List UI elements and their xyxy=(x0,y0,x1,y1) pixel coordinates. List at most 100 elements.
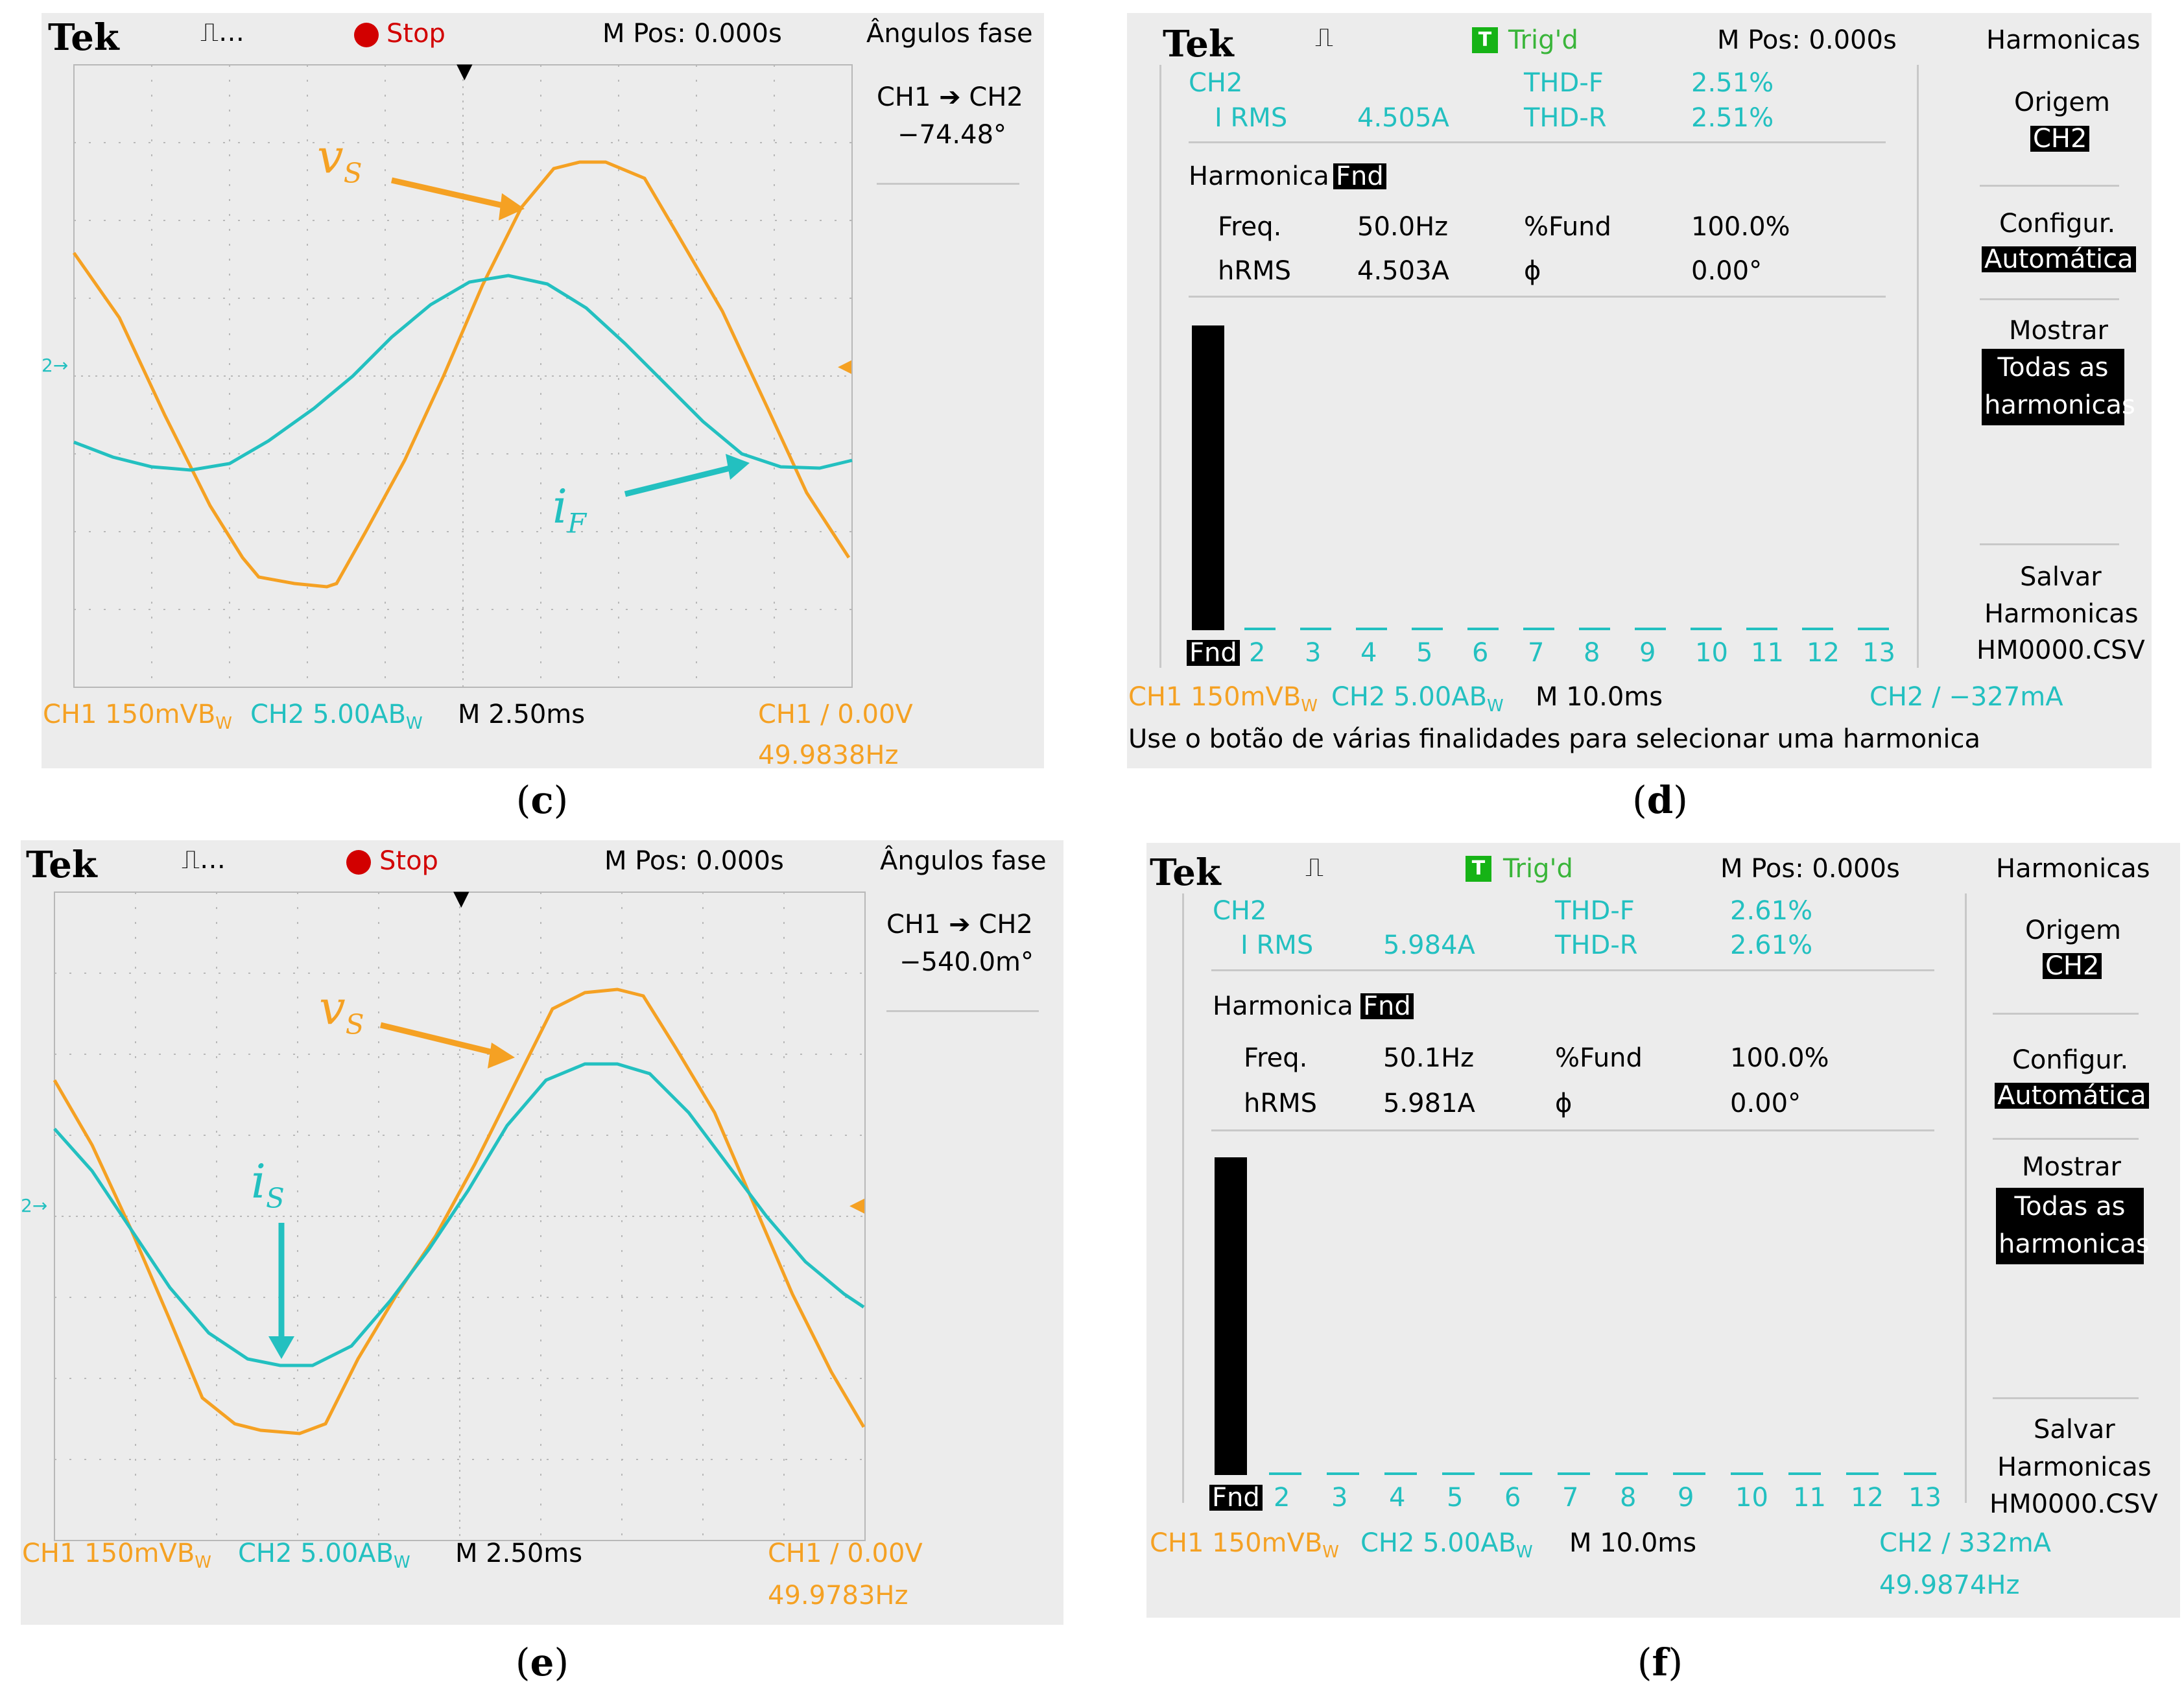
menu-salvar-2[interactable]: Harmonicas xyxy=(1984,599,2139,629)
harmonic-label-7[interactable]: 7 xyxy=(1528,638,1545,668)
harmonic-label-9[interactable]: 9 xyxy=(1639,638,1656,668)
menu-mostrar-value[interactable]: Todas as harmonicas xyxy=(1982,349,2135,425)
harmonic-label-9[interactable]: 9 xyxy=(1678,1483,1694,1513)
menu-separator xyxy=(1993,1013,2139,1015)
menu-config[interactable]: Configur. xyxy=(1999,209,2116,239)
trigger-setting: CH2 ∕ 332mA xyxy=(1879,1528,2052,1558)
waveform-display: ▼ xyxy=(72,58,853,688)
harmonic-bar-4[interactable] xyxy=(1356,628,1387,630)
harmonic-bar-2[interactable] xyxy=(1244,628,1276,630)
harmonic-label-2[interactable]: 2 xyxy=(1274,1483,1290,1513)
harmonic-bar-3[interactable] xyxy=(1327,1472,1359,1475)
thdr-value: 2.51% xyxy=(1691,103,1774,133)
harmonic-label-6[interactable]: 6 xyxy=(1472,638,1489,668)
harmonic-label-4[interactable]: 4 xyxy=(1360,638,1377,668)
harmonica-selected[interactable]: Fnd xyxy=(1333,163,1386,189)
harmonic-bar-Fnd[interactable] xyxy=(1192,325,1224,630)
harmonic-label-12[interactable]: 12 xyxy=(1807,638,1840,668)
harmonic-bar-8[interactable] xyxy=(1579,628,1610,630)
harmonic-label-13[interactable]: 13 xyxy=(1862,638,1895,668)
screen-border-right xyxy=(1965,893,1967,1503)
harmonic-label-11[interactable]: 11 xyxy=(1751,638,1784,668)
phi-label: ϕ xyxy=(1524,256,1541,286)
harmonic-bar-10[interactable] xyxy=(1731,1472,1763,1475)
menu-title[interactable]: Harmonicas xyxy=(1986,25,2141,55)
harmonic-label-5[interactable]: 5 xyxy=(1447,1483,1464,1513)
menu-mostrar[interactable]: Mostrar xyxy=(2009,316,2108,346)
menu-title[interactable]: Harmonicas xyxy=(1996,854,2150,884)
harmonic-label-Fnd[interactable]: Fnd xyxy=(1209,1485,1263,1511)
harmonic-label-5[interactable]: 5 xyxy=(1416,638,1433,668)
harmonic-label-10[interactable]: 10 xyxy=(1695,638,1728,668)
harmonic-bar-5[interactable] xyxy=(1412,628,1443,630)
harmonic-bar-12[interactable] xyxy=(1846,1472,1879,1475)
menu-config-value[interactable]: Automática xyxy=(1982,246,2136,272)
vs-arrow xyxy=(379,1022,502,1057)
menu-title[interactable]: Ângulos fase xyxy=(866,19,1033,49)
harmonic-chart: Fnd 2 3 4 5 6 7 8 9 10 11 12 13 xyxy=(1146,843,2180,1618)
ch1-ground-marker: ◀ xyxy=(838,355,853,377)
menu-salvar[interactable]: Salvar xyxy=(2020,562,2102,592)
harmonic-label-10[interactable]: 10 xyxy=(1735,1483,1768,1513)
timebase: M 10.0ms xyxy=(1536,682,1663,712)
harmonic-bar-4[interactable] xyxy=(1384,1472,1417,1475)
harmonic-bar-3[interactable] xyxy=(1300,628,1331,630)
harmonic-bar-5[interactable] xyxy=(1442,1472,1475,1475)
harmonic-bar-6[interactable] xyxy=(1500,1472,1532,1475)
harmonic-label-12[interactable]: 12 xyxy=(1851,1483,1884,1513)
harmonic-bar-Fnd[interactable] xyxy=(1215,1157,1247,1475)
if-arrowhead xyxy=(726,454,750,480)
menu-origem-value[interactable]: CH2 xyxy=(2043,953,2102,979)
harmonic-bar-9[interactable] xyxy=(1635,628,1666,630)
menu-separator xyxy=(886,1010,1039,1012)
harmonic-label-4[interactable]: 4 xyxy=(1389,1483,1406,1513)
harmonic-label-Fnd[interactable]: Fnd xyxy=(1187,640,1240,666)
harmonic-label-11[interactable]: 11 xyxy=(1793,1483,1826,1513)
vs-arrowhead xyxy=(499,193,525,220)
menu-config-value[interactable]: Automática xyxy=(1995,1083,2149,1109)
menu-mostrar-value[interactable]: Todas as harmonicas xyxy=(1996,1188,2150,1264)
harmonic-bar-8[interactable] xyxy=(1615,1472,1648,1475)
harmonic-label-3[interactable]: 3 xyxy=(1331,1483,1348,1513)
harmonic-bar-13[interactable] xyxy=(1904,1472,1936,1475)
menu-origem[interactable]: Origem xyxy=(2014,88,2111,117)
harmonic-label-2[interactable]: 2 xyxy=(1249,638,1266,668)
harmonic-bar-11[interactable] xyxy=(1788,1472,1821,1475)
harmonic-label-6[interactable]: 6 xyxy=(1504,1483,1521,1513)
is-arrowhead xyxy=(268,1336,294,1359)
harmonic-bar-7[interactable] xyxy=(1523,628,1554,630)
menu-title[interactable]: Ângulos fase xyxy=(880,846,1047,876)
harmonic-bar-11[interactable] xyxy=(1746,628,1777,630)
menu-mostrar[interactable]: Mostrar xyxy=(2022,1152,2121,1182)
harmonic-label-3[interactable]: 3 xyxy=(1305,638,1322,668)
stop-icon xyxy=(346,850,371,875)
harmonic-label-8[interactable]: 8 xyxy=(1584,638,1600,668)
harmonic-bar-6[interactable] xyxy=(1467,628,1499,630)
harmonic-bar-13[interactable] xyxy=(1858,628,1889,630)
frequency-readout: 49.9838Hz xyxy=(758,740,899,768)
harmonic-label-13[interactable]: 13 xyxy=(1908,1483,1941,1513)
harmonic-bar-10[interactable] xyxy=(1691,628,1722,630)
menu-separator xyxy=(877,183,1019,185)
irms-label: I RMS xyxy=(1215,103,1288,133)
menu-origem-value[interactable]: CH2 xyxy=(2030,126,2090,152)
harmonic-bar-9[interactable] xyxy=(1673,1472,1705,1475)
thdr-label: THD-R xyxy=(1524,103,1607,133)
harmonica-selected[interactable]: Fnd xyxy=(1360,993,1414,1019)
menu-origem[interactable]: Origem xyxy=(2025,915,2122,945)
harmonic-label-8[interactable]: 8 xyxy=(1620,1483,1637,1513)
menu-separator xyxy=(1993,1138,2139,1140)
brand-logo: Tek xyxy=(26,844,97,886)
menu-config[interactable]: Configur. xyxy=(2012,1045,2129,1075)
harmonic-bar-2[interactable] xyxy=(1269,1472,1301,1475)
ch1-scale: CH1 150mVBW xyxy=(43,700,233,733)
menu-salvar-2[interactable]: Harmonicas xyxy=(1997,1452,2152,1482)
harmonic-label-7[interactable]: 7 xyxy=(1562,1483,1579,1513)
harmonic-bar-12[interactable] xyxy=(1802,628,1833,630)
info-separator-2 xyxy=(1189,296,1886,298)
harmonic-bar-7[interactable] xyxy=(1558,1472,1590,1475)
menu-salvar[interactable]: Salvar xyxy=(2034,1415,2115,1445)
ch1-scale: CH1 150mVBW xyxy=(22,1539,212,1572)
irms-value: 5.984A xyxy=(1383,930,1475,960)
brand-logo: Tek xyxy=(48,16,119,59)
